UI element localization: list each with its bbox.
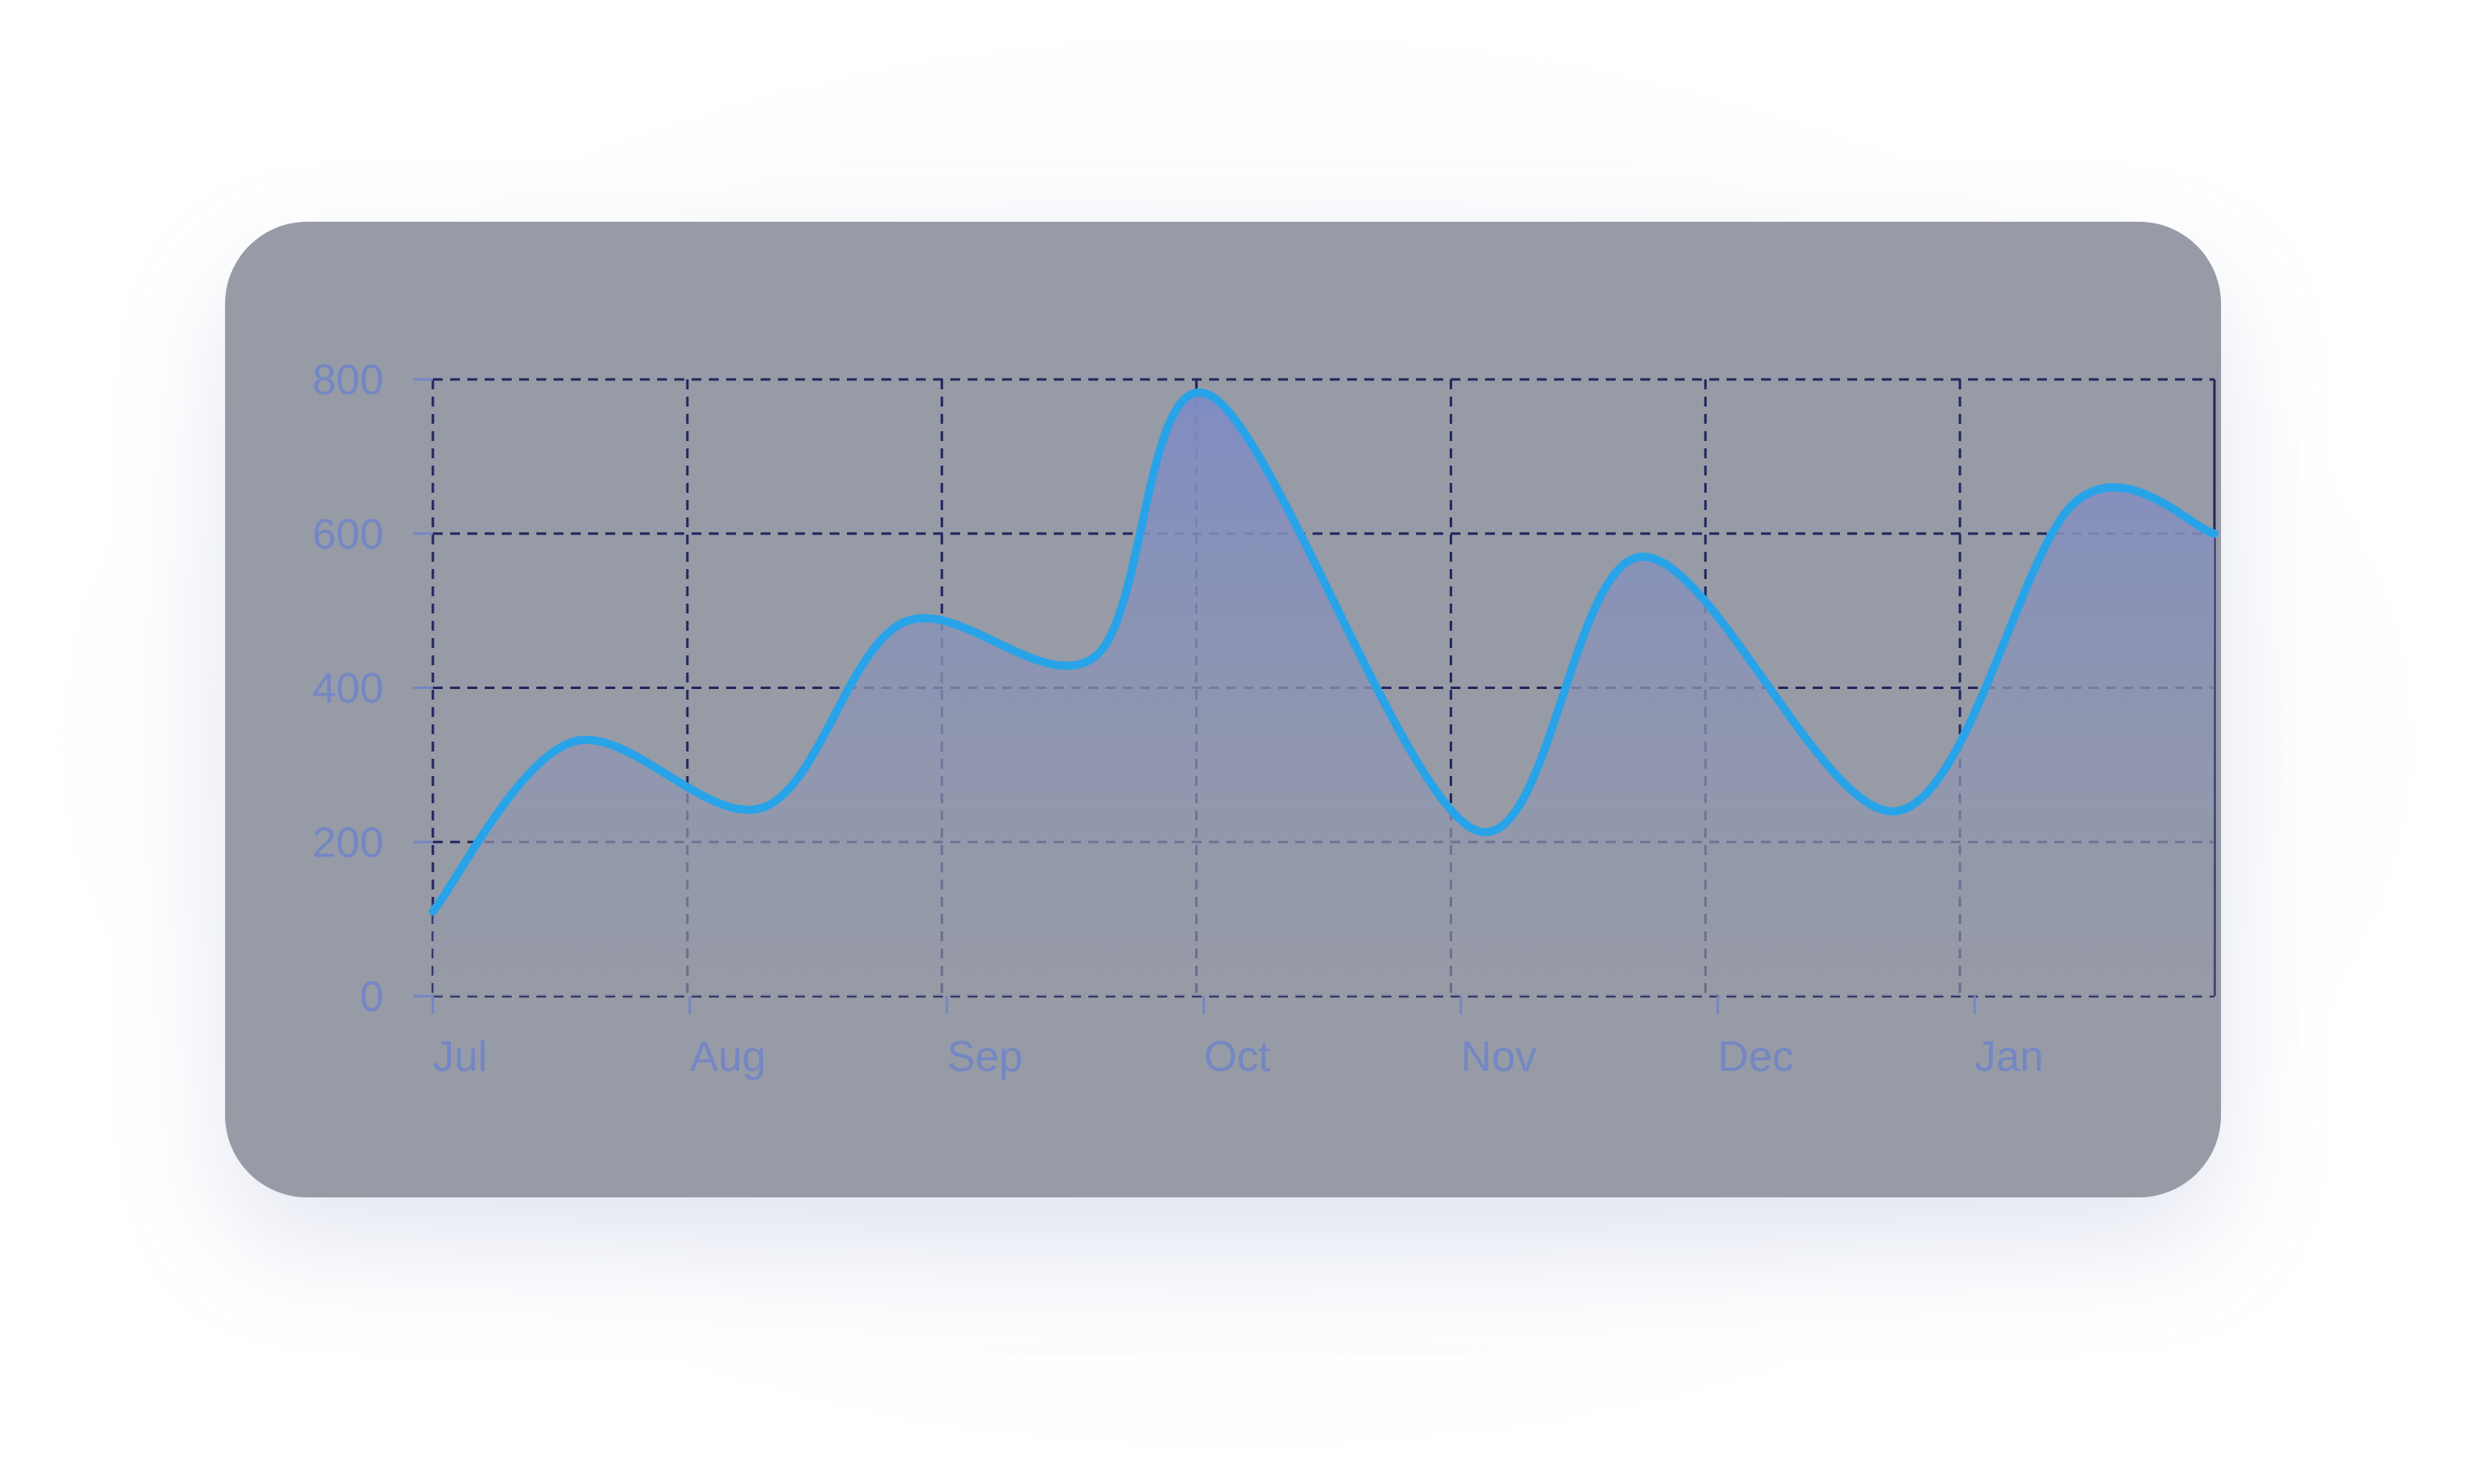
x-tick-label: Sep (947, 1033, 1023, 1081)
line-layer (429, 388, 2219, 916)
x-tick-label: Oct (1204, 1033, 1271, 1081)
y-axis: 0 200 400 600 800 (312, 356, 433, 1021)
y-tick-label: 0 (360, 973, 384, 1021)
y-tick-label: 400 (312, 665, 384, 713)
y-tick-label: 200 (312, 819, 384, 866)
x-axis: Jul Aug Sep Oct Nov Dec Jan (431, 996, 2044, 1081)
x-tick-label: Jul (433, 1033, 487, 1081)
x-tick-label: Jan (1975, 1033, 2044, 1081)
series-line (429, 388, 2219, 916)
x-tick-label: Nov (1460, 1033, 1536, 1081)
y-tick-label: 600 (312, 511, 384, 558)
x-tick-label: Dec (1718, 1033, 1793, 1081)
series-area (433, 392, 2214, 997)
area-layer (433, 392, 2214, 997)
x-tick-label: Aug (690, 1033, 766, 1081)
y-tick-label: 800 (312, 356, 384, 404)
